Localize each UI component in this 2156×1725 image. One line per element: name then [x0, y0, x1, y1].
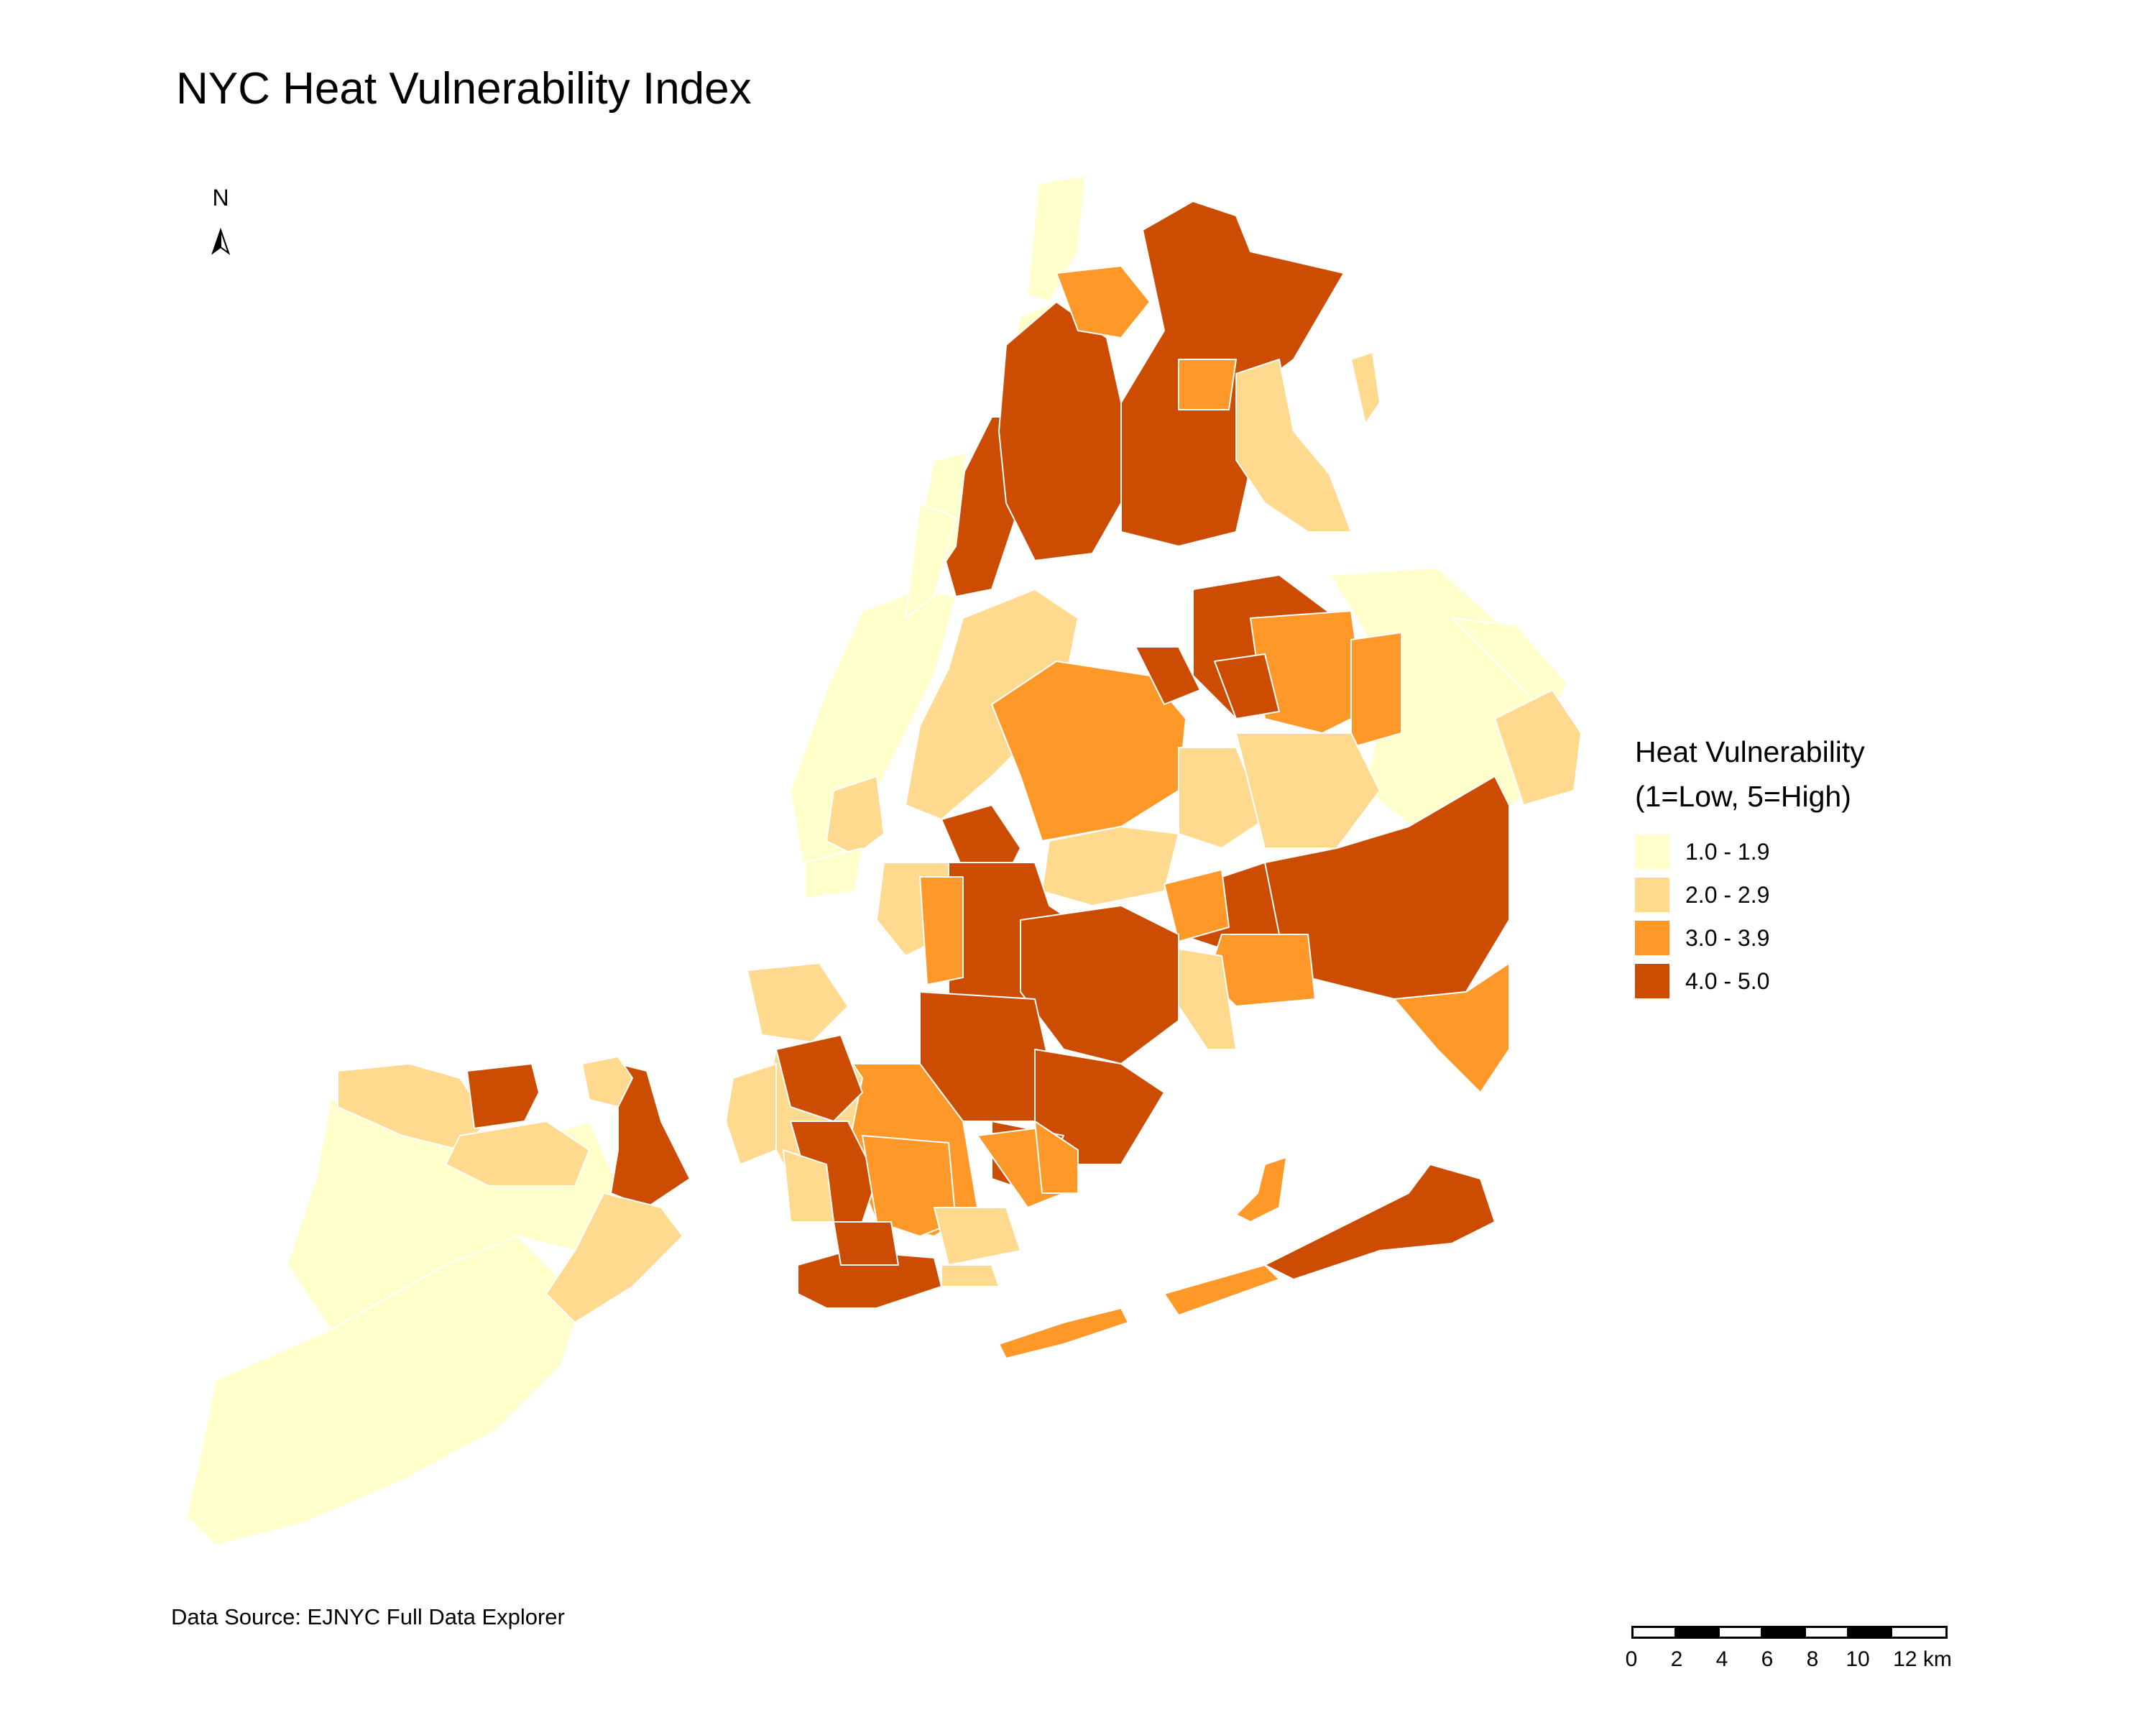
- queens-elmhurst: [1135, 646, 1201, 705]
- scale-segment: [1847, 1626, 1892, 1639]
- north-arrow: N: [203, 185, 239, 210]
- scale-tick: 10: [1846, 1647, 1870, 1671]
- queens-fresh-meadows: [1350, 632, 1402, 748]
- scale-tick: 12 km: [1893, 1647, 1952, 1671]
- legend-item: 1.0 - 1.9: [1635, 830, 1865, 873]
- scale-tick: 8: [1806, 1647, 1819, 1671]
- legend-label: 3.0 - 3.9: [1685, 924, 1770, 951]
- scale-segment: [1674, 1626, 1720, 1639]
- manhattan-lower-tip: [804, 847, 863, 899]
- staten-island-east-shore: [445, 1121, 590, 1187]
- manhattan-lower: [826, 776, 885, 856]
- rockaway-west: [998, 1307, 1129, 1359]
- legend-item: 3.0 - 3.9: [1635, 916, 1865, 960]
- broad-channel: [1235, 1156, 1287, 1223]
- scale-segment: [1890, 1626, 1948, 1639]
- legend-item: 2.0 - 2.9: [1635, 873, 1865, 916]
- scale-tick: 6: [1761, 1647, 1774, 1671]
- scale-tick: 4: [1715, 1647, 1728, 1671]
- north-label: N: [212, 185, 229, 211]
- scale-tick: 0: [1625, 1647, 1638, 1671]
- legend-label: 1.0 - 1.9: [1685, 838, 1770, 865]
- legend-swatch: [1635, 964, 1669, 998]
- legend-title-line-2: (1=Low, 5=High): [1635, 780, 1851, 813]
- brooklyn-gravesend: [862, 1135, 957, 1237]
- brooklyn-bed-stuy: [919, 876, 964, 985]
- scale-segment: [1718, 1626, 1763, 1639]
- brooklyn-mill-basin: [1034, 1121, 1079, 1194]
- legend-title-line-1: Heat Vulnerability: [1635, 735, 1865, 768]
- data-source-caption: Data Source: EJNYC Full Data Explorer: [171, 1604, 565, 1629]
- bronx-central: [1056, 265, 1151, 339]
- bronx-city-island: [1350, 351, 1381, 425]
- queens-hillcrest: [1235, 732, 1381, 849]
- legend-items: 1.0 - 1.9 2.0 - 2.9 3.0 - 3.9 4.0 - 5.0: [1635, 830, 1865, 1003]
- bronx-throgs-neck: [1235, 359, 1352, 533]
- legend-swatch: [1635, 834, 1669, 869]
- queens-rego: [1041, 826, 1179, 906]
- north-arrow-icon: [211, 227, 230, 255]
- queens-jfk-area: [1393, 962, 1510, 1093]
- bronx-west: [998, 301, 1122, 561]
- queens-east: [1494, 689, 1582, 806]
- legend-swatch: [1635, 921, 1669, 955]
- brooklyn-coney-west: [833, 1221, 899, 1266]
- queens-middle-village: [1178, 747, 1266, 849]
- staten-island-stapleton: [610, 1063, 691, 1208]
- scale-bar: 0 2 4 6 8 10 12 km: [1626, 1626, 1991, 1683]
- legend-swatch: [1635, 878, 1669, 912]
- queens-north-hvi: [1214, 653, 1280, 719]
- brooklyn-bay-ridge: [725, 1063, 777, 1165]
- scale-segment: [1631, 1626, 1677, 1639]
- legend-item: 4.0 - 5.0: [1635, 960, 1865, 1003]
- staten-island-port-richmond: [466, 1063, 540, 1129]
- brooklyn-manhattan-beach: [941, 1264, 1000, 1287]
- scale-segment: [1761, 1626, 1806, 1639]
- scale-tick: 2: [1670, 1647, 1683, 1671]
- queens-south-ozone: [1164, 869, 1230, 942]
- staten-island-ne: [581, 1056, 633, 1108]
- legend-label: 2.0 - 2.9: [1685, 881, 1770, 908]
- brooklyn-sunset-park: [775, 1034, 863, 1122]
- scale-segment: [1804, 1626, 1849, 1639]
- brooklyn-red-hook: [747, 962, 849, 1043]
- rockaway-east: [1264, 1164, 1496, 1280]
- brooklyn-marine-park: [934, 1207, 1021, 1266]
- legend: Heat Vulnerability (1=Low, 5=High) 1.0 -…: [1635, 730, 1865, 1003]
- staten-island-east-low: [545, 1192, 683, 1323]
- queens-douglaston: [1451, 617, 1567, 719]
- rockaway-central: [1164, 1264, 1280, 1316]
- map-title: NYC Heat Vulnerability Index: [176, 64, 752, 114]
- bronx-pelham: [1178, 359, 1237, 410]
- manhattan-upper-mid: [905, 502, 957, 619]
- legend-label: 4.0 - 5.0: [1685, 967, 1770, 994]
